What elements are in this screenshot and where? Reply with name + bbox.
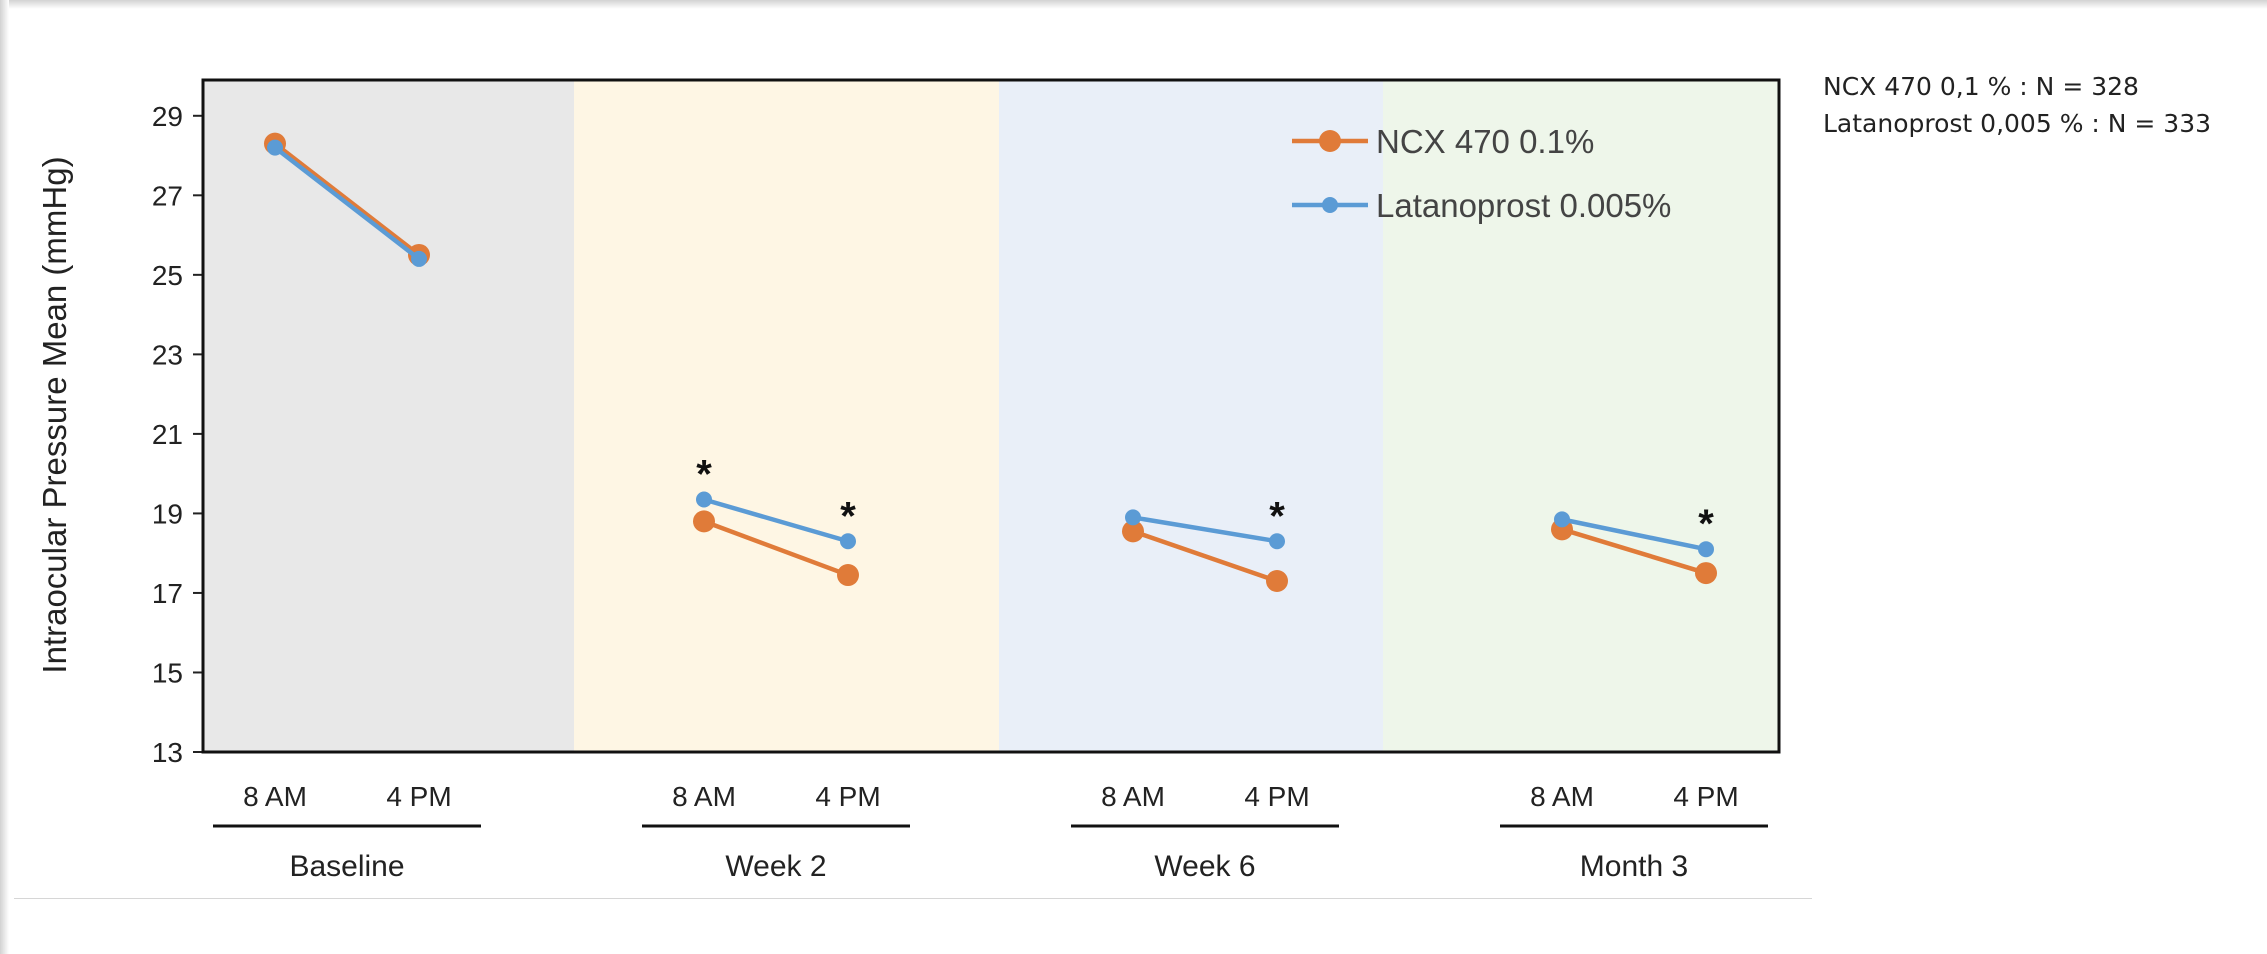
data-point: [411, 250, 427, 267]
data-point: [1122, 520, 1144, 543]
y-tick-label: 15: [152, 657, 183, 688]
band-month-3: [1383, 80, 1779, 752]
x-tick-label: 4 PM: [1673, 781, 1738, 812]
data-point: [1554, 511, 1570, 528]
y-tick-label: 17: [152, 578, 183, 609]
group-label: Week 2: [725, 850, 826, 883]
bottom-divider: [14, 898, 1812, 899]
y-tick-label: 19: [152, 498, 183, 529]
series-line-1: [1132, 529, 1278, 584]
significance-marker: *: [696, 453, 712, 497]
x-tick-label: 4 PM: [815, 781, 880, 812]
series-line-2: [273, 145, 421, 261]
note-latanoprost-sample-size: Latanoprost 0,005 % : N = 333: [1823, 109, 2212, 138]
x-tick-label: 4 PM: [386, 781, 451, 812]
y-tick-label: 13: [152, 737, 183, 768]
y-tick-label: 27: [152, 180, 183, 211]
x-tick-label: 4 PM: [1244, 781, 1309, 812]
y-tick-label: 25: [152, 260, 183, 291]
series-line-2: [1561, 517, 1707, 552]
band-week-6: [999, 80, 1383, 752]
plot-frame: [201, 78, 1781, 754]
x-tick-label: 8 AM: [243, 781, 307, 812]
legend-label: NCX 470 0.1%: [1376, 123, 1594, 160]
data-point: [267, 139, 283, 156]
y-tick-label: 23: [152, 339, 183, 370]
note-ncx-sample-size: NCX 470 0,1 % : N = 328: [1823, 72, 2139, 101]
series-line-1: [1561, 527, 1707, 576]
x-tick-label: 8 AM: [1530, 781, 1594, 812]
y-tick-label: 21: [152, 419, 183, 450]
band-baseline: [203, 80, 574, 752]
y-tick-label: 29: [152, 101, 183, 132]
group-label: Week 6: [1154, 850, 1255, 883]
data-point: [840, 533, 856, 550]
legend-marker: [1319, 130, 1341, 152]
x-tick-label: 8 AM: [1101, 781, 1165, 812]
legend-label: Latanoprost 0.005%: [1376, 187, 1671, 224]
series-line-1: [273, 141, 421, 257]
series-line-2: [703, 497, 849, 544]
band-week-2: [574, 80, 999, 752]
data-point: [696, 491, 712, 508]
data-point: [1266, 570, 1288, 593]
significance-marker: *: [1698, 502, 1714, 546]
series-line-2: [1132, 515, 1278, 544]
data-point: [1698, 541, 1714, 558]
data-point: [1125, 509, 1141, 526]
x-tick-label: 8 AM: [672, 781, 736, 812]
legend-marker: [1322, 197, 1338, 213]
window-left-edge: [0, 0, 9, 954]
window-top-edge: [0, 0, 2267, 9]
significance-marker: *: [840, 494, 856, 538]
data-point: [1695, 562, 1717, 585]
group-label: Month 3: [1580, 850, 1688, 883]
group-label: Baseline: [289, 850, 404, 883]
data-point: [693, 510, 715, 533]
y-axis-label: Intraocular Pressure Mean (mmHg): [36, 156, 73, 673]
data-point: [1269, 533, 1285, 550]
series-line-1: [703, 519, 849, 578]
data-point: [837, 564, 859, 587]
significance-marker: *: [1269, 494, 1285, 538]
